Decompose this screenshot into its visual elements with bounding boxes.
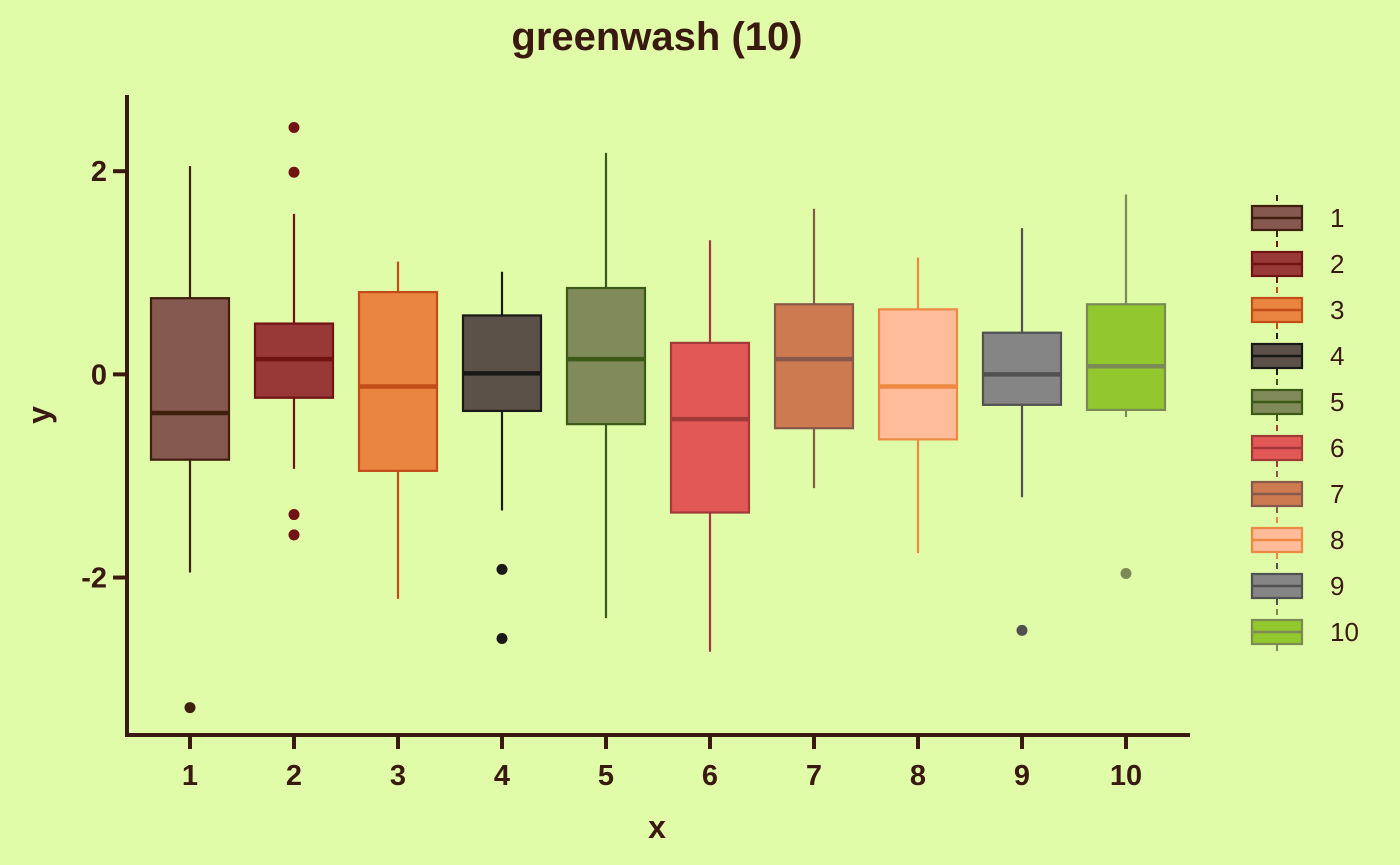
y-tick-label: -2 — [81, 563, 107, 595]
box — [1085, 303, 1167, 412]
box-group-2 — [253, 122, 335, 541]
y-tick-label: 0 — [91, 359, 107, 391]
outlier-point — [1016, 624, 1028, 636]
y-tick-label: 2 — [91, 156, 107, 188]
x-tick-label: 10 — [1110, 760, 1142, 792]
axes: 2 0 -2 1 2 3 4 5 6 7 8 9 10 — [81, 95, 1190, 792]
x-tick-label: 2 — [286, 760, 302, 792]
x-tick-label: 8 — [910, 760, 926, 792]
legend-label: 8 — [1330, 525, 1344, 555]
x-tick-label: 6 — [702, 760, 718, 792]
legend-label: 6 — [1330, 433, 1344, 463]
legend-item-2: 2 — [1250, 241, 1344, 287]
x-tick-label: 5 — [598, 760, 614, 792]
box — [669, 341, 751, 514]
legend-item-3: 3 — [1250, 287, 1344, 333]
plot-area — [149, 122, 1167, 714]
outlier-point — [496, 563, 508, 575]
box-group-9 — [981, 228, 1063, 636]
box — [773, 303, 855, 430]
legend-item-5: 5 — [1250, 379, 1344, 425]
legend-label: 3 — [1330, 295, 1344, 325]
x-axis-title: x — [648, 809, 666, 845]
outlier-point — [288, 122, 300, 134]
box — [461, 314, 543, 413]
legend-label: 9 — [1330, 571, 1344, 601]
box-group-1 — [149, 166, 231, 714]
legend-item-1: 1 — [1250, 195, 1344, 241]
outlier-point — [288, 509, 300, 521]
legend-label: 1 — [1330, 203, 1344, 233]
legend-item-9: 9 — [1250, 563, 1344, 609]
x-tick-label: 7 — [806, 760, 822, 792]
box — [877, 308, 959, 441]
x-tick-label: 3 — [390, 760, 406, 792]
legend-label: 4 — [1330, 341, 1344, 371]
box-group-5 — [565, 152, 647, 619]
outlier-point — [496, 632, 508, 644]
legend-item-8: 8 — [1250, 517, 1344, 563]
box-group-10 — [1085, 194, 1167, 579]
x-tick-label: 1 — [182, 760, 198, 792]
legend-label: 7 — [1330, 479, 1344, 509]
outlier-point — [184, 702, 196, 714]
box — [981, 331, 1063, 406]
legend: 1 2 3 4 5 6 7 8 9 10 — [1250, 195, 1359, 655]
box-group-7 — [773, 208, 855, 489]
legend-item-6: 6 — [1250, 425, 1344, 471]
legend-item-4: 4 — [1250, 333, 1344, 379]
legend-label: 10 — [1330, 617, 1359, 647]
legend-label: 5 — [1330, 387, 1344, 417]
x-tick-label: 9 — [1014, 760, 1030, 792]
y-axis-title: y — [21, 406, 57, 424]
box-group-8 — [877, 257, 959, 554]
box-group-4 — [461, 271, 543, 644]
legend-item-7: 7 — [1250, 471, 1344, 517]
chart-title: greenwash (10) — [511, 15, 802, 59]
outlier-point — [288, 166, 300, 178]
outlier-point — [288, 529, 300, 541]
box-group-6 — [669, 240, 751, 652]
legend-item-10: 10 — [1250, 609, 1359, 655]
box-group-3 — [357, 261, 439, 599]
box — [357, 290, 439, 472]
x-tick-label: 4 — [494, 760, 510, 792]
box — [149, 297, 231, 461]
box — [565, 286, 647, 426]
legend-label: 2 — [1330, 249, 1344, 279]
outlier-point — [1120, 567, 1132, 579]
